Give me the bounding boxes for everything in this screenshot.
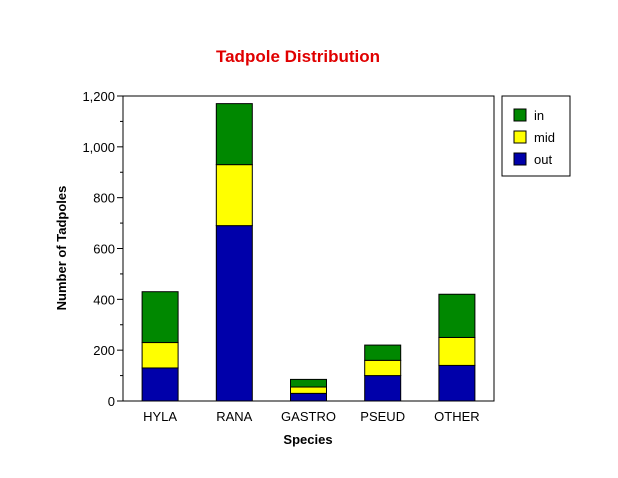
- legend: in mid out: [513, 108, 555, 167]
- x-tick-label: GASTRO: [281, 409, 336, 424]
- y-axis: 0 200 400 600 800 1,000 1,200: [82, 89, 123, 409]
- x-axis: HYLA RANA GASTRO PSEUD OTHER: [143, 409, 480, 424]
- y-tick-label: 0: [108, 394, 115, 409]
- y-tick-label: 1,000: [82, 140, 115, 155]
- y-axis-title: Number of Tadpoles: [54, 186, 69, 311]
- bar-mid-hyla: [141, 342, 179, 369]
- plot-area: [122, 95, 495, 402]
- legend-box: [501, 95, 571, 177]
- x-axis-title: Species: [283, 432, 332, 447]
- bar-mid-pseud: [364, 359, 402, 377]
- x-tick-label: RANA: [216, 409, 252, 424]
- bars-layer: [141, 103, 476, 402]
- x-tick-label: HYLA: [143, 409, 177, 424]
- bar-in-rana: [215, 103, 253, 166]
- bar-out-hyla: [141, 367, 179, 402]
- legend-swatch-out: [513, 152, 527, 166]
- x-tick-label: OTHER: [434, 409, 480, 424]
- bar-mid-other: [438, 336, 476, 366]
- y-tick-label: 200: [93, 343, 115, 358]
- bar-out-rana: [215, 225, 253, 402]
- bar-in-other: [438, 293, 476, 338]
- y-tick-label: 400: [93, 292, 115, 307]
- legend-swatch-in: [513, 108, 527, 122]
- bar-mid-rana: [215, 164, 253, 227]
- bar-out-pseud: [364, 375, 402, 402]
- bar-mid-gastro: [290, 386, 327, 394]
- legend-label-mid: mid: [534, 130, 555, 145]
- bar-in-pseud: [364, 344, 402, 361]
- x-tick-label: PSEUD: [360, 409, 405, 424]
- bar-in-gastro: [290, 378, 327, 388]
- bar-out-other: [438, 364, 476, 402]
- legend-label-in: in: [534, 108, 544, 123]
- y-tick-label: 600: [93, 242, 115, 257]
- legend-swatch-mid: [513, 130, 527, 144]
- y-tick-label: 800: [93, 191, 115, 206]
- bar-out-gastro: [290, 392, 327, 402]
- legend-label-out: out: [534, 152, 552, 167]
- bar-in-hyla: [141, 291, 179, 344]
- chart-title: Tadpole Distribution: [216, 47, 380, 66]
- y-tick-label: 1,200: [82, 89, 115, 104]
